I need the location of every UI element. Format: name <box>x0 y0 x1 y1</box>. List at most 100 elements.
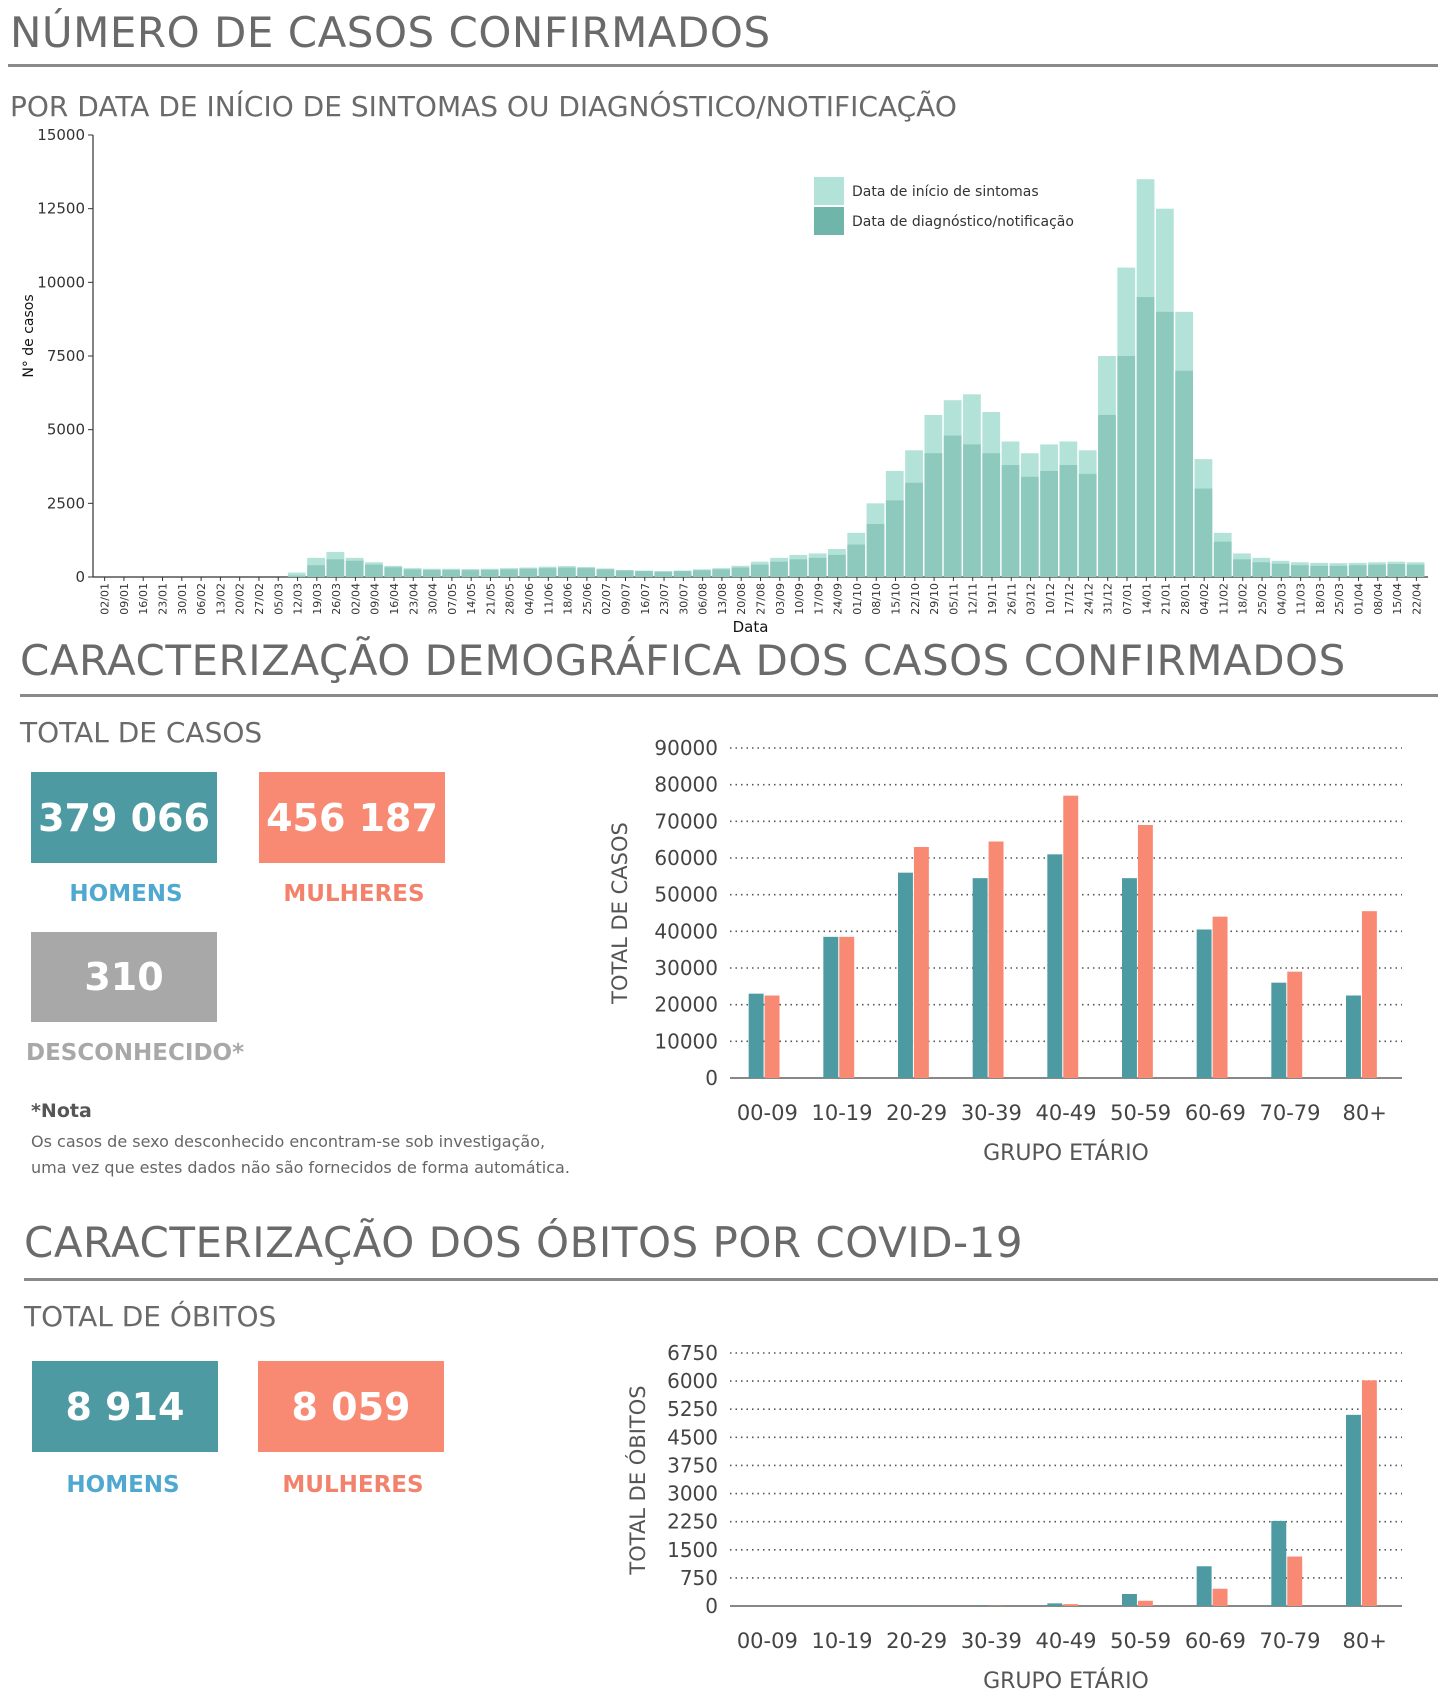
x-tick-label: 10/12 <box>1044 583 1057 615</box>
y-tick-label: 1500 <box>667 1538 718 1562</box>
cases-women-box: 456 187 <box>259 772 445 863</box>
y-tick-label: 6000 <box>667 1369 718 1393</box>
x-tick-label: 80+ <box>1343 1629 1387 1653</box>
x-tick-label: 18/06 <box>562 583 575 615</box>
bar-diagnosis <box>287 575 306 577</box>
x-tick-label: 09/07 <box>619 583 632 615</box>
x-tick-label: 13/08 <box>716 583 729 615</box>
x-tick-label: 60-69 <box>1185 1101 1246 1125</box>
bar-diagnosis <box>1194 488 1213 577</box>
x-tick-label: 14/01 <box>1140 583 1153 615</box>
bar-men-30-39 <box>972 878 988 1078</box>
x-tick-label: 17/12 <box>1063 583 1076 615</box>
x-tick-label: 09/04 <box>369 583 382 615</box>
section2-title: CARACTERIZAÇÃO DEMOGRÁFICA DOS CASOS CON… <box>20 636 1346 685</box>
y-tick-label: 5000 <box>47 421 85 439</box>
y-tick-label: 5250 <box>667 1397 718 1421</box>
y-tick-label: 0 <box>75 568 85 586</box>
bar-diagnosis <box>403 569 422 577</box>
x-tick-label: 20/08 <box>735 583 748 615</box>
x-tick-label: 10/09 <box>793 583 806 615</box>
x-tick-label: 20-29 <box>886 1101 947 1125</box>
deaths-by-age-chart: 0 750 1500 2250 3000 3750 4500 5250 6000 6750 00-0… <box>625 1341 1402 1694</box>
x-tick-label: 27/08 <box>755 583 768 615</box>
bar-men-40-49 <box>1047 854 1063 1078</box>
y-tick-label: 2500 <box>47 494 85 512</box>
x-tick-label: 25/06 <box>581 583 594 615</box>
x-tick-label: 02/01 <box>99 583 112 615</box>
cases-unknown-label: DESCONHECIDO* <box>26 1040 245 1066</box>
bar-diagnosis <box>828 554 846 577</box>
x-tick-label: 16/01 <box>137 583 150 615</box>
bar-diagnosis <box>1406 564 1425 577</box>
x-tick-label: 08/10 <box>870 583 883 615</box>
bar-diagnosis <box>307 565 325 577</box>
x-tick-label: 04/02 <box>1198 583 1211 615</box>
section3-subtitle: TOTAL DE ÓBITOS <box>24 1300 277 1333</box>
x-axis-title: Data <box>733 618 769 635</box>
deaths-men-box: 8 914 <box>32 1361 218 1452</box>
note-title: *Nota <box>31 1100 92 1122</box>
bar-diagnosis <box>1233 559 1251 577</box>
y-tick-label: 0 <box>705 1066 718 1090</box>
x-tick-label: 18/02 <box>1237 583 1250 615</box>
y-axis-title: TOTAL DE CASOS <box>608 822 632 1005</box>
y-tick-label: 10000 <box>37 273 85 291</box>
bar-diagnosis <box>442 569 461 577</box>
bar-diagnosis <box>905 482 923 577</box>
x-tick-label: 11/06 <box>542 583 555 615</box>
bar-diagnosis <box>1271 563 1290 577</box>
y-tick-label: 40000 <box>654 919 718 943</box>
x-tick-label: 50-59 <box>1110 1101 1171 1125</box>
x-tick-label: 03/12 <box>1025 583 1038 615</box>
deaths-men-label: HOMENS <box>66 1472 180 1498</box>
bar-diagnosis <box>577 568 596 577</box>
bar-diagnosis <box>422 569 441 577</box>
x-tick-label: 11/02 <box>1217 583 1230 615</box>
x-tick-label: 24/12 <box>1082 583 1095 615</box>
x-tick-label: 12/11 <box>967 583 980 615</box>
x-tick-label: 18/03 <box>1314 583 1327 615</box>
y-tick-label: 50000 <box>654 883 718 907</box>
section2-subtitle: TOTAL DE CASOS <box>20 716 263 749</box>
x-tick-label: 09/01 <box>118 583 131 615</box>
legend-swatch-symptom-onset <box>814 177 844 205</box>
bar-diagnosis <box>1368 564 1386 577</box>
section1-title: NÚMERO DE CASOS CONFIRMADOS <box>10 8 771 57</box>
x-tick-label: 23/01 <box>157 583 170 615</box>
bar-diagnosis <box>770 561 788 577</box>
bar-diagnosis <box>1117 356 1136 577</box>
x-tick-label: 30/01 <box>176 583 189 615</box>
section1-subtitle: POR DATA DE INÍCIO DE SINTOMAS OU DIAGNÓ… <box>10 90 957 123</box>
bar-diagnosis <box>635 571 653 577</box>
x-tick-label: 21/05 <box>484 583 497 615</box>
bar-men-60-69 <box>1196 929 1212 1078</box>
y-tick-label: 3750 <box>667 1453 718 1477</box>
x-tick-label: 12/03 <box>292 583 305 615</box>
x-tick-label: 40-49 <box>1035 1629 1096 1653</box>
bar-diagnosis <box>943 435 962 577</box>
x-tick-label: 25/02 <box>1256 583 1269 615</box>
bar-women-50-59 <box>1137 825 1153 1078</box>
x-tick-label: 22/04 <box>1410 583 1423 615</box>
x-tick-label: 00-09 <box>737 1101 798 1125</box>
x-tick-label: 31/12 <box>1102 583 1115 615</box>
bar-women-80+ <box>1361 911 1377 1078</box>
bar-diagnosis <box>808 557 827 577</box>
y-tick-label: 15000 <box>37 126 85 144</box>
x-tick-label: 60-69 <box>1185 1629 1246 1653</box>
bar-diagnosis <box>1020 476 1039 577</box>
bar-women-70-79 <box>1287 971 1303 1078</box>
bar-men-70-79 <box>1271 982 1287 1078</box>
x-axis-title: GRUPO ETÁRIO <box>983 1668 1149 1694</box>
x-tick-label: 04/03 <box>1275 583 1288 615</box>
x-tick-label: 10-19 <box>811 1101 872 1125</box>
bar-diagnosis <box>1001 465 1020 577</box>
x-tick-label: 20-29 <box>886 1629 947 1653</box>
bar-diagnosis <box>1136 297 1155 577</box>
x-tick-label: 19/03 <box>311 583 324 615</box>
bar-diagnosis <box>866 523 885 577</box>
x-tick-label: 70-79 <box>1259 1101 1320 1125</box>
bar-diagnosis <box>1155 311 1174 577</box>
bar-women-40-49 <box>1063 1604 1079 1606</box>
